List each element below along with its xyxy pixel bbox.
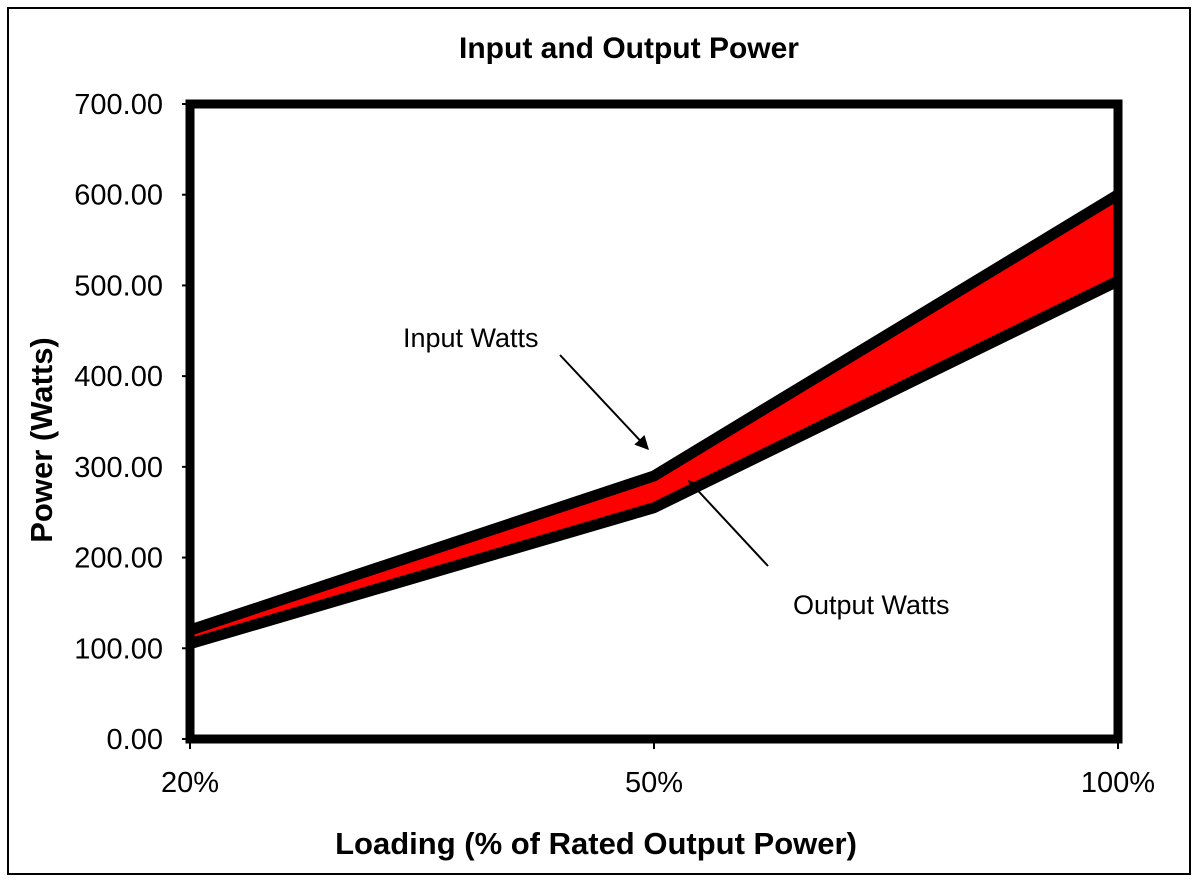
x-tick-label: 100% [1081,767,1155,799]
annotation-arrow-input [559,354,649,451]
data-point-output-watts [188,641,192,646]
x-tick-label: 50% [625,767,683,799]
data-point-input-watts [188,628,192,633]
annotation-input-watts: Input Watts [403,323,539,353]
annotation-arrow-output [688,479,769,567]
y-axis-title: Power (Watts) [24,337,59,543]
x-axis-title: Loading (% of Rated Output Power) [335,826,857,861]
y-tick-label: 500.00 [74,270,163,302]
y-tick-label: 200.00 [74,543,163,575]
y-tick-label: 400.00 [74,361,163,393]
power-loss-band [190,194,1118,644]
annotation-output-watts: Output Watts [793,590,950,620]
y-tick-label: 300.00 [74,452,163,484]
x-tick-label: 20% [161,767,219,799]
y-axis-ticks: 0.00 100.00 200.00 300.00 400.00 500.00 600.00… [74,89,190,756]
y-tick-label: 100.00 [74,633,163,665]
chart-title: Input and Output Power [459,32,799,65]
x-axis-ticks: 20% 50% 100% [161,739,1155,799]
data-point-input-watts [652,473,656,478]
plot-area-border [185,99,1123,744]
y-tick-label: 600.00 [74,180,163,212]
y-tick-label: 700.00 [74,89,163,121]
data-point-output-watts [1116,278,1120,283]
data-points [188,192,1120,646]
data-point-input-watts [1116,192,1120,197]
data-point-output-watts [652,505,656,510]
y-tick-label: 0.00 [107,724,163,756]
chart-frame [7,7,1191,875]
series-line-input-watts [188,190,1121,636]
